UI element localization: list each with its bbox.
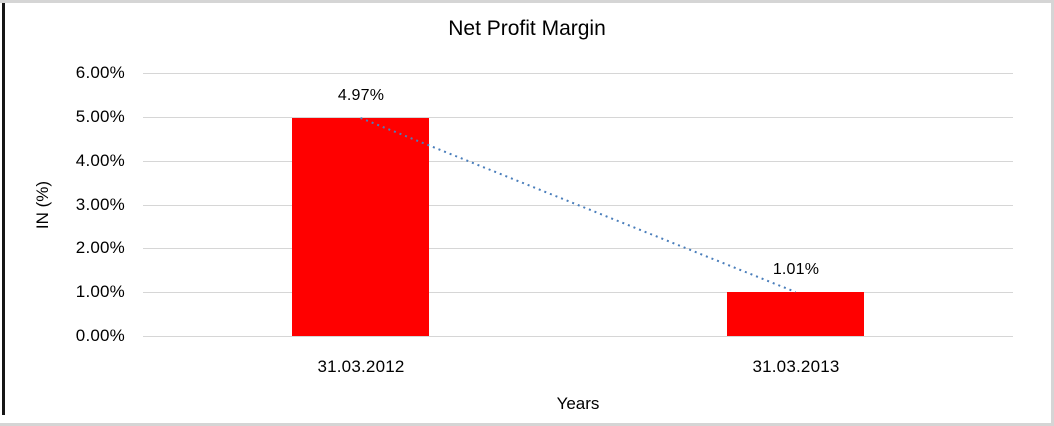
chart-border-right <box>1051 0 1054 426</box>
y-tick-label: 4.00% <box>75 151 125 170</box>
x-tick-label: 31.03.2013 <box>752 357 840 376</box>
bar <box>292 118 429 336</box>
y-tick-label: 0.00% <box>75 326 125 345</box>
chart-border-top <box>0 0 1054 3</box>
gridline <box>143 117 1013 118</box>
gridline <box>143 292 1013 293</box>
gridline <box>143 248 1013 249</box>
chart-border-bottom <box>0 423 1054 426</box>
y-tick-label: 5.00% <box>75 107 125 126</box>
gridline <box>143 205 1013 206</box>
y-tick-label: 3.00% <box>75 195 125 214</box>
data-label: 4.97% <box>337 87 385 104</box>
chart-border-left <box>2 3 5 415</box>
gridline <box>143 336 1013 337</box>
y-tick-label: 2.00% <box>75 238 125 257</box>
gridline <box>143 73 1013 74</box>
y-axis-title: IN (%) <box>33 180 52 230</box>
data-label: 1.01% <box>772 261 820 278</box>
bar <box>727 292 864 336</box>
chart-title: Net Profit Margin <box>448 17 606 40</box>
x-axis-title: Years <box>556 394 600 413</box>
x-tick-label: 31.03.2012 <box>317 357 405 376</box>
y-tick-label: 1.00% <box>75 282 125 301</box>
gridline <box>143 161 1013 162</box>
y-tick-label: 6.00% <box>75 63 125 82</box>
